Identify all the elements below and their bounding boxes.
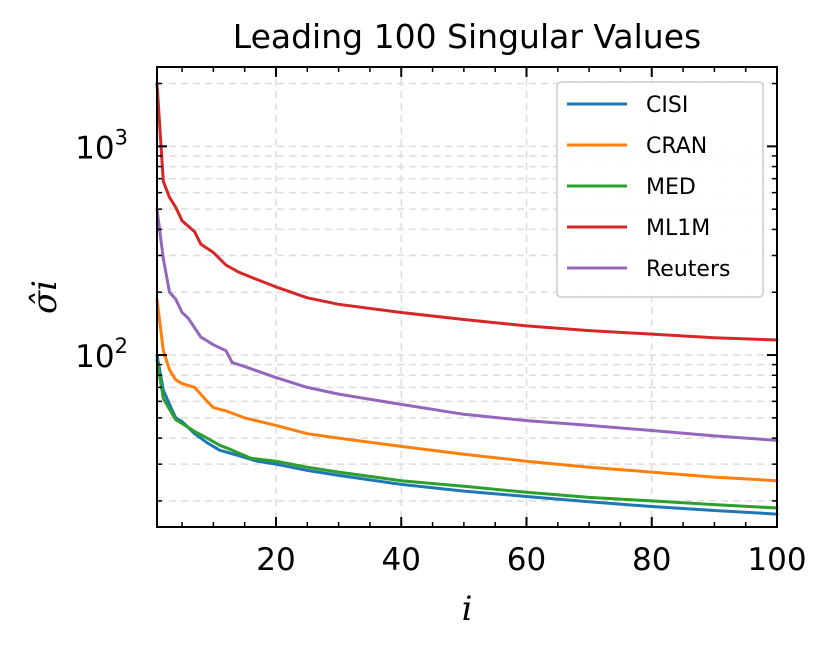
legend-label-reuters: Reuters [646, 257, 730, 282]
legend-box [556, 81, 764, 298]
series-line-reuters [155, 207, 779, 442]
series-line-cisi [155, 353, 779, 516]
series-line-med [155, 358, 779, 510]
x-tick-label: 60 [507, 542, 546, 578]
series-layer [155, 82, 779, 516]
y-axis-label: σ̂i [25, 280, 65, 314]
legend: CISI CRAN MED ML1M Reuters [556, 81, 764, 298]
x-tick-label: 20 [256, 542, 295, 578]
series-line-cran [155, 297, 779, 483]
plot-frame [156, 66, 778, 528]
x-tick-label: 40 [382, 542, 421, 578]
series-line-ml1m [155, 82, 779, 342]
x-tick-label: 80 [632, 542, 671, 578]
y-tick-label: 103 [75, 125, 128, 166]
legend-label-ml1m: ML1M [646, 216, 710, 241]
x-tick-label: 100 [747, 542, 806, 578]
legend-label-cisi: CISI [646, 93, 688, 118]
legend-label-cran: CRAN [646, 134, 707, 159]
axis-ticks: 20 40 60 80 100 102 103 [75, 67, 807, 578]
y-tick-label: 102 [75, 334, 128, 375]
chart-title: Leading 100 Singular Values [233, 17, 701, 56]
x-axis-label: i [462, 589, 473, 629]
legend-label-med: MED [646, 175, 696, 200]
